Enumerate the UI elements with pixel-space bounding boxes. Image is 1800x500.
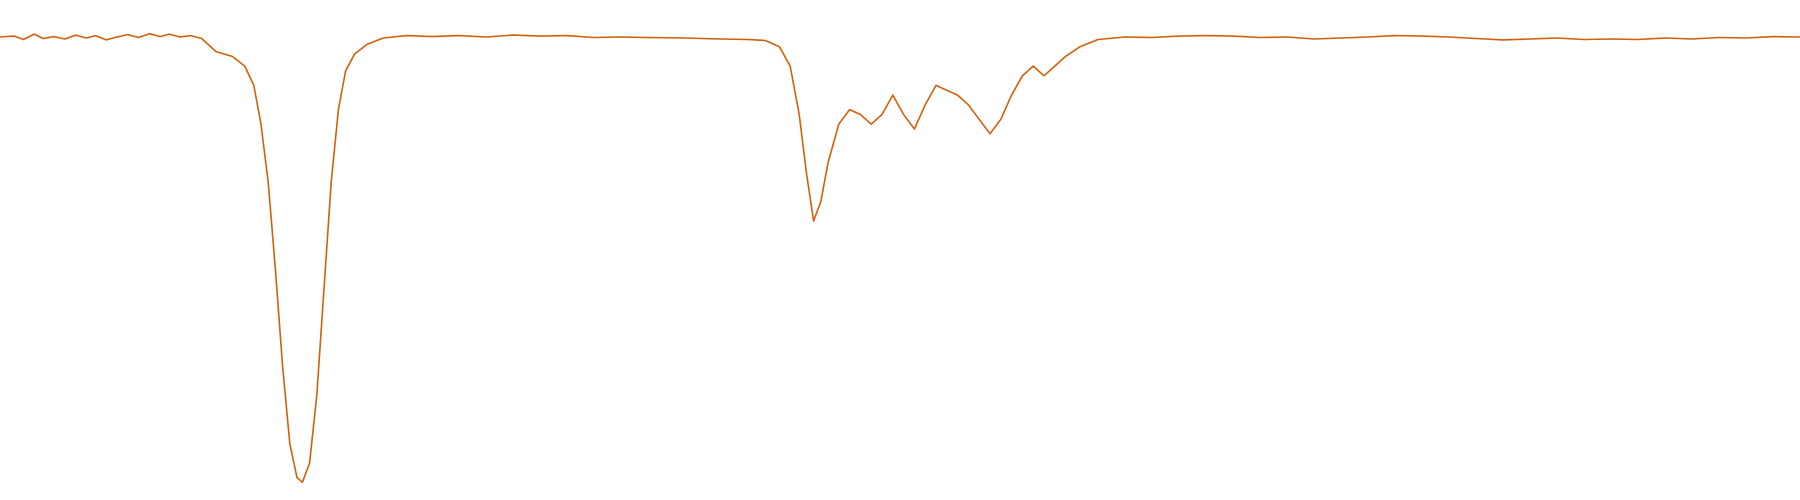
spectrum-series-line — [0, 32, 1800, 484]
